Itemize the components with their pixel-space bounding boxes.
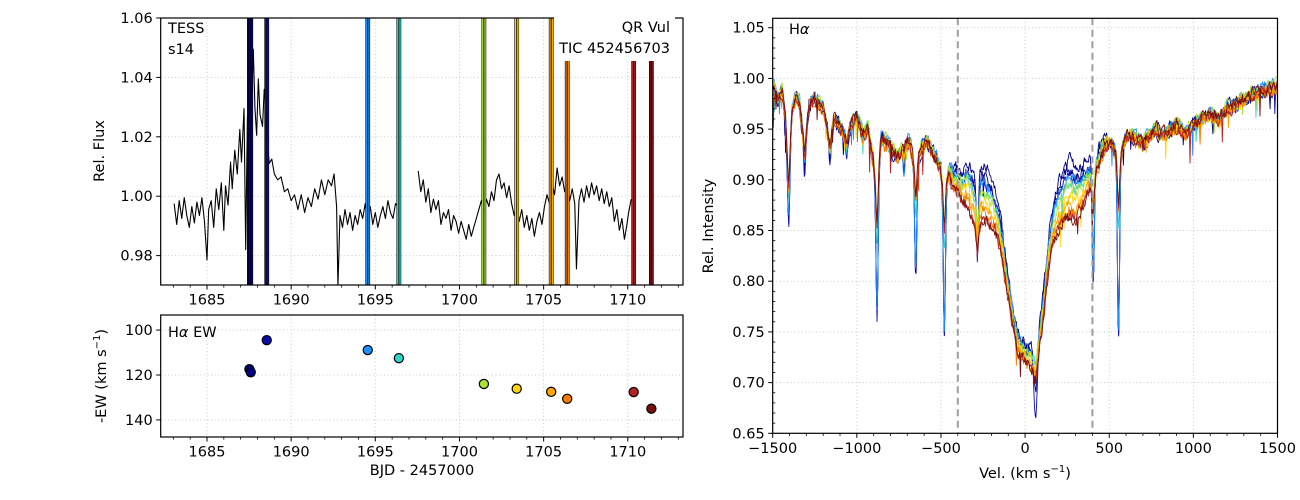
ew-point (562, 393, 573, 404)
y-tick-label: 1.06 (120, 11, 152, 27)
x-tick-label: 1710 (609, 293, 646, 309)
ha-axes: −1500 −1000 −500 0 500 1000 1500 0.65 0.70 0.75 0.… (732, 17, 1296, 457)
epoch-line (651, 18, 654, 285)
epoch-line (248, 18, 251, 285)
y-tick-label: 0.80 (732, 274, 764, 290)
y-tick-label: 0.65 (732, 426, 764, 442)
x-tick-label: −1500 (748, 441, 797, 457)
flux-axis-label: Rel. Flux (92, 120, 108, 182)
lightcurve-path (417, 167, 632, 270)
ew-point (261, 334, 272, 346)
halpha-spectra (772, 76, 1278, 419)
ew-point (546, 386, 557, 398)
epoch-line (567, 18, 570, 285)
x-tick-label: 1690 (273, 293, 310, 309)
x-tick-label: 1695 (357, 445, 394, 461)
y-tick-label: 1.00 (120, 189, 152, 205)
ew-axes: 1685 1690 1695 1700 1705 1710 100 120 140 (125, 314, 684, 461)
x-tick-label: −500 (921, 441, 961, 457)
y-tick-label: 0.75 (732, 325, 764, 341)
tess-sector-annotation: TESS s14 (168, 19, 204, 61)
epoch-line (483, 18, 487, 285)
target-name: QR Vul (621, 20, 670, 36)
x-tick-label: 1685 (189, 445, 226, 461)
y-tick-label: 1.02 (120, 130, 152, 146)
ew-point (245, 367, 256, 378)
y-tick-label: 1.05 (732, 21, 764, 37)
ew-point (646, 403, 657, 414)
tess-axes: 1685 1690 1695 1700 1705 1710 0.98 1.00 1.02 1.04… (120, 11, 684, 309)
velocity-reference-lines (956, 18, 1094, 434)
epoch-line (548, 18, 552, 285)
ha-gridlines (772, 18, 1278, 434)
epoch-line (514, 18, 517, 285)
superscript-minus-one: −1 (1050, 464, 1066, 475)
epoch-marker-lines (247, 18, 654, 285)
x-tick-label: 1685 (189, 293, 226, 309)
target-annotation: QR Vul TIC 452456703 (554, 17, 675, 61)
x-tick-label: 1695 (357, 293, 394, 309)
alpha-symbol: α (799, 22, 810, 38)
epoch-line (564, 18, 568, 285)
ew-point (393, 352, 405, 364)
bjd-axis-label: BJD - 2457000 (369, 463, 475, 479)
epoch-line (398, 18, 402, 285)
epoch-line (551, 18, 554, 285)
x-tick-label: 1000 (1175, 441, 1212, 457)
y-tick-label: 0.70 (732, 376, 764, 392)
epoch-line (516, 18, 520, 285)
epoch-line (648, 18, 652, 285)
x-tick-label: 1700 (441, 293, 478, 309)
x-tick-label: 500 (1095, 441, 1123, 457)
x-tick-label: 1705 (525, 445, 562, 461)
ew-annotation: Hα EW (168, 325, 217, 341)
epoch-line (633, 18, 637, 285)
halpha-annotation: Hα (789, 22, 810, 38)
epoch-line (481, 18, 484, 285)
tess-label: TESS (168, 21, 205, 37)
ew-gridlines (160, 315, 683, 437)
epoch-line (365, 18, 368, 285)
ew-point (478, 378, 490, 390)
ew-points (244, 334, 657, 414)
ew-point (511, 383, 522, 394)
superscript-minus-one: −1 (92, 334, 103, 350)
sector-label: s14 (168, 42, 195, 58)
tess-lightcurve (173, 48, 632, 285)
epoch-line (264, 18, 267, 285)
epoch-line (367, 18, 371, 285)
y-tick-label: 0.85 (732, 224, 764, 240)
ew-point (362, 344, 373, 356)
epoch-line (396, 18, 399, 285)
epoch-line (631, 18, 634, 285)
x-tick-label: −1000 (832, 441, 881, 457)
y-tick-label: 0.95 (732, 122, 764, 138)
x-tick-label: 1710 (609, 445, 646, 461)
x-tick-label: 1500 (1259, 441, 1296, 457)
y-tick-label: 120 (125, 368, 153, 384)
velocity-axis-label: Vel. (km s−1) (979, 464, 1071, 482)
x-tick-label: 1690 (273, 445, 310, 461)
lightcurve-path (173, 48, 399, 285)
ew-point (628, 386, 639, 398)
y-tick-label: 1.04 (120, 70, 152, 86)
y-tick-label: 0.90 (732, 173, 764, 189)
x-tick-label: 1700 (441, 445, 478, 461)
y-tick-label: 100 (125, 323, 153, 339)
spectrum-line (772, 81, 1278, 385)
intensity-axis-label: Rel. Intensity (701, 178, 717, 274)
target-tic-id: TIC 452456703 (559, 41, 670, 57)
x-tick-label: 0 (1020, 441, 1029, 457)
x-tick-label: 1705 (525, 293, 562, 309)
y-tick-label: 1.00 (732, 71, 764, 87)
ew-axis-label: -EW (km s−1) (92, 328, 110, 424)
y-tick-label: 140 (125, 413, 153, 429)
y-tick-label: 0.98 (120, 249, 152, 265)
epoch-line (266, 18, 270, 285)
epoch-line (250, 18, 254, 285)
alpha-symbol: α (178, 325, 189, 341)
